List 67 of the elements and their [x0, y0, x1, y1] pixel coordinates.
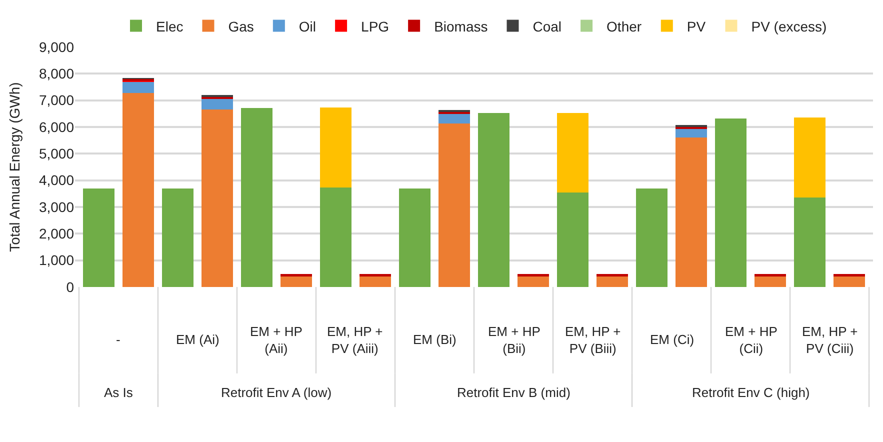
- y-tick-label: 7,000: [38, 92, 74, 108]
- bar: [240, 108, 273, 287]
- x-tick-label: EM + HP (Cii): [725, 324, 778, 356]
- bar: [438, 123, 470, 287]
- bar: [162, 188, 194, 287]
- text: Retrofit Env A (low): [221, 385, 332, 400]
- bar: [280, 274, 312, 277]
- bar: [636, 188, 668, 287]
- y-tick-label: 5,000: [38, 146, 74, 162]
- bar: [794, 118, 826, 198]
- x-tick-label: EM + HP (Aii): [250, 324, 302, 356]
- x-tick-label: EM (Ci): [650, 332, 694, 347]
- bar: [675, 128, 708, 138]
- bar: [517, 274, 550, 277]
- y-tick-label: 2,000: [38, 226, 74, 242]
- bar: [280, 276, 312, 287]
- bar: [122, 82, 154, 94]
- bar: [794, 198, 826, 287]
- y-tick-label: 6,000: [38, 118, 74, 135]
- y-tick-label: 1,000: [38, 252, 74, 268]
- legend-label: Gas: [228, 18, 254, 34]
- legend-label: Elec: [156, 18, 184, 34]
- text: Retrofit Env C (high): [692, 385, 810, 400]
- bar: [556, 112, 589, 192]
- y-tick-label: 0: [66, 278, 74, 295]
- bar: [834, 274, 866, 277]
- bar: [834, 276, 866, 287]
- bar: [714, 118, 747, 287]
- bar: [517, 276, 550, 287]
- bar: [438, 114, 470, 124]
- x-tick-label: -: [116, 332, 120, 347]
- bar: [201, 99, 234, 110]
- legend-label: Coal: [532, 18, 562, 34]
- bar: [596, 276, 628, 287]
- bar: [359, 276, 392, 287]
- x-tick-label: EM (Ai): [176, 332, 220, 347]
- bar: [320, 188, 352, 287]
- y-axis-title: Total Annual Energy (GWh): [6, 82, 23, 252]
- x-tick-label: EM, HP + PV (Biii): [565, 324, 621, 356]
- bar: [201, 109, 234, 287]
- bar: [122, 93, 154, 287]
- legend-label: Biomass: [434, 18, 488, 34]
- x-tick-label: EM, HP + PV (Aiii): [327, 324, 383, 356]
- legend-label: Oil: [298, 18, 316, 34]
- legend-label: PV (excess): [751, 18, 827, 34]
- bar: [478, 113, 510, 287]
- text: As Is: [104, 385, 134, 400]
- text: Retrofit Env B (mid): [457, 385, 570, 400]
- bar: [596, 274, 628, 277]
- bar: [82, 188, 114, 287]
- bar: [359, 274, 392, 277]
- y-tick-label: 9,000: [38, 38, 74, 55]
- x-tick-label: EM + HP (Bii): [488, 324, 540, 356]
- x-tick-label: EM, HP + PV (Ciii): [802, 324, 858, 356]
- legend-label: PV: [686, 18, 706, 34]
- bar: [675, 137, 708, 287]
- y-tick-label: 4,000: [38, 172, 74, 188]
- y-tick-label: 3,000: [38, 198, 74, 215]
- x-tick-label: EM (Bi): [413, 332, 456, 347]
- legend-label: Other: [606, 18, 642, 34]
- bar: [320, 108, 352, 188]
- bar: [754, 274, 786, 277]
- legend-label: LPG: [361, 18, 390, 34]
- bar: [556, 192, 589, 287]
- bar: [754, 276, 786, 287]
- y-tick-label: 8,000: [38, 66, 74, 82]
- bar: [398, 188, 431, 287]
